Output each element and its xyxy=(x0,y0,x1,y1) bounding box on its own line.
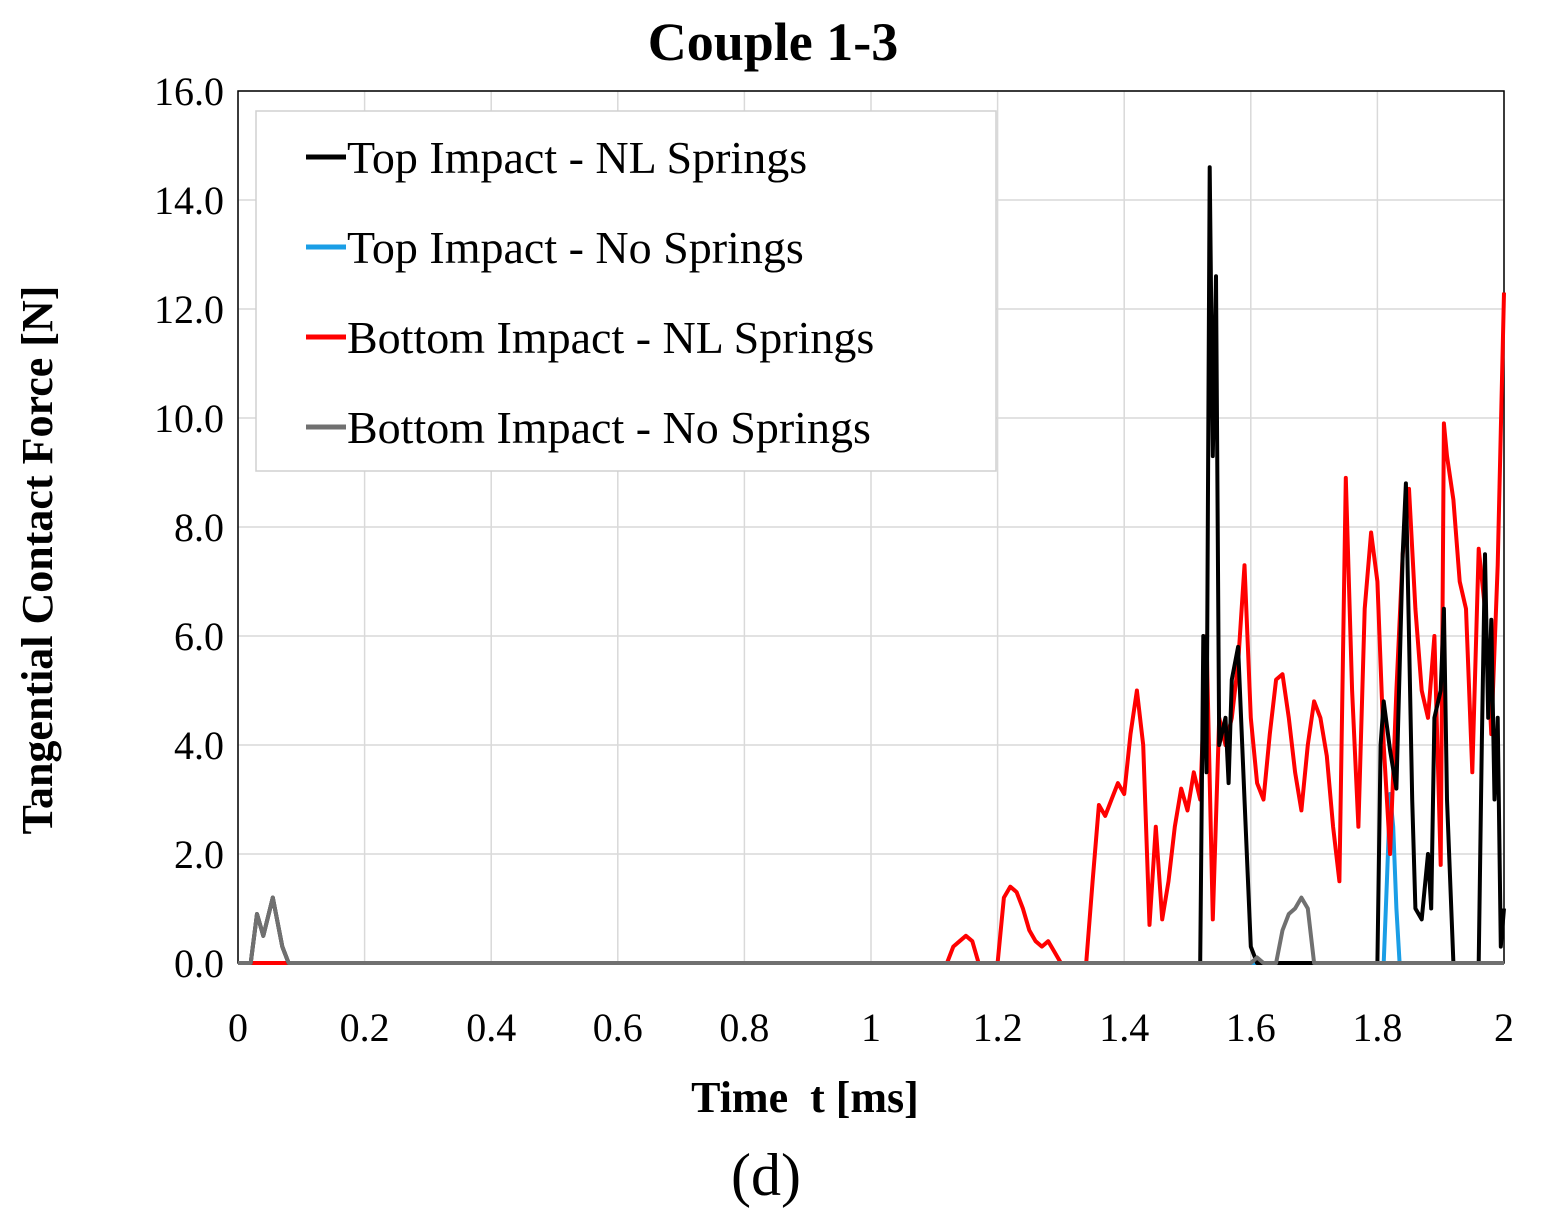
y-axis-ticks: 0.0 2.0 4.0 6.0 8.0 10.0 12.0 14.0 16.0 xyxy=(154,69,224,986)
figure-caption: (d) xyxy=(731,1142,801,1208)
y-tick-label: 16.0 xyxy=(154,69,224,114)
chart-title: Couple 1-3 xyxy=(648,12,899,72)
legend-label: Bottom Impact - NL Springs xyxy=(347,312,874,363)
x-axis-title: Time t [ms] xyxy=(691,1073,919,1122)
x-axis-ticks: 0 0.2 0.4 0.6 0.8 1 1.2 1.4 1.6 1.8 2 xyxy=(228,1005,1514,1050)
y-tick-label: 12.0 xyxy=(154,287,224,332)
legend-label: Top Impact - NL Springs xyxy=(347,132,807,183)
legend-box xyxy=(255,110,997,472)
y-tick-label: 4.0 xyxy=(174,723,224,768)
legend: Top Impact - NL Springs Top Impact - No S… xyxy=(255,110,997,472)
y-tick-label: 14.0 xyxy=(154,178,224,223)
x-tick-label: 0.4 xyxy=(466,1005,516,1050)
y-tick-label: 0.0 xyxy=(174,941,224,986)
x-tick-label: 1.8 xyxy=(1352,1005,1402,1050)
x-tick-label: 0 xyxy=(228,1005,248,1050)
x-tick-label: 1.6 xyxy=(1226,1005,1276,1050)
series-line-1 xyxy=(238,165,1506,965)
series-line-4 xyxy=(238,895,1504,965)
x-tick-label: 1 xyxy=(861,1005,881,1050)
series-layer xyxy=(238,165,1506,965)
x-tick-label: 2 xyxy=(1494,1005,1514,1050)
y-axis-title: Tangential Contact Force [N] xyxy=(13,286,62,835)
x-tick-label: 0.2 xyxy=(340,1005,390,1050)
series-line-3 xyxy=(238,292,1506,965)
y-tick-label: 2.0 xyxy=(174,832,224,877)
x-tick-label: 0.8 xyxy=(719,1005,769,1050)
x-tick-label: 1.2 xyxy=(973,1005,1023,1050)
y-tick-label: 8.0 xyxy=(174,505,224,550)
y-tick-label: 10.0 xyxy=(154,396,224,441)
legend-label: Bottom Impact - No Springs xyxy=(347,402,871,453)
x-tick-label: 0.6 xyxy=(593,1005,643,1050)
x-tick-label: 1.4 xyxy=(1099,1005,1149,1050)
y-tick-label: 6.0 xyxy=(174,614,224,659)
legend-label: Top Impact - No Springs xyxy=(347,222,804,273)
